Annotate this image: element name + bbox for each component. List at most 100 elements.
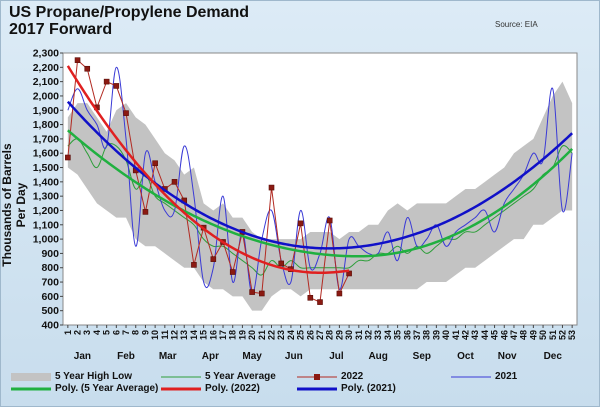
x-tick-label: 26 [305, 330, 315, 340]
y-tick-label: 1,200 [33, 205, 59, 217]
point-2022 [103, 78, 110, 85]
legend-item-y2021: 2021 [451, 371, 517, 382]
point-2022 [259, 290, 265, 297]
x-tick-label: 24 [286, 330, 296, 340]
x-tick-label: 42 [460, 330, 470, 340]
x-tick-label: 20 [247, 330, 257, 340]
point-2022 [268, 184, 275, 191]
x-tick-label: 10 [150, 330, 160, 340]
band-high-low [67, 81, 573, 311]
x-tick-label: 44 [480, 330, 490, 340]
y-tick-label: 500 [41, 305, 59, 317]
x-tick-label: 19 [237, 330, 247, 340]
x-tick-label: 28 [325, 330, 335, 340]
legend-item-avg: 5 Year Average [161, 371, 276, 382]
x-tick-label: 21 [257, 330, 267, 340]
x-tick-label: 23 [276, 330, 286, 340]
month-label: Mar [159, 351, 177, 362]
point-2022 [74, 57, 81, 63]
x-tick-label: 43 [470, 330, 480, 340]
chart-subtitle: 2017 Forward [9, 21, 113, 38]
point-2022 [65, 154, 71, 161]
x-tick-label: 45 [490, 330, 500, 340]
point-2022 [336, 290, 343, 297]
month-label: Nov [498, 351, 517, 362]
y-tick-label: 900 [41, 248, 59, 260]
month-label: Jul [329, 351, 344, 362]
y-tick-label: 2,200 [33, 62, 59, 74]
x-tick-label: 16 [208, 330, 218, 340]
month-label: Feb [117, 351, 135, 362]
point-2022 [229, 269, 236, 275]
legend-label: 5 Year High Low [55, 371, 133, 382]
x-tick-label: 25 [296, 330, 306, 340]
point-2022 [297, 220, 304, 227]
x-tick-label: 2 [73, 330, 83, 335]
x-tick-label: 14 [189, 330, 199, 340]
x-tick-label: 1 [63, 330, 73, 335]
y-tick-label: 1,300 [33, 191, 59, 203]
y-tick-label: 700 [41, 277, 59, 289]
y-tick-label: 600 [41, 291, 59, 303]
x-tick-label: 47 [509, 330, 519, 340]
month-label: Jan [74, 351, 91, 362]
series-2021 [67, 66, 573, 295]
x-tick-label: 52 [557, 330, 567, 340]
series-5-year-average [67, 138, 573, 276]
x-tick-label: 6 [111, 330, 121, 335]
x-tick-label: 36 [402, 330, 412, 340]
month-label: Dec [544, 351, 563, 362]
x-tick-label: 17 [218, 330, 228, 340]
chart-svg: 400 500 600 700 800 900 1,000 1,100 1,200 1,300 1,… [33, 48, 578, 362]
point-2022 [326, 217, 333, 224]
point-2022 [191, 262, 197, 268]
point-2022 [317, 299, 323, 305]
y-tick-label: 400 [41, 320, 59, 332]
x-tick-label: 13 [179, 330, 189, 340]
x-tick-label: 49 [528, 330, 538, 340]
trend-2022 [66, 65, 350, 274]
x-tick-label: 7 [121, 330, 131, 335]
point-2022 [123, 110, 129, 116]
legend-label: Poly. (2022) [205, 383, 260, 394]
y-tick-label: 1,000 [33, 234, 59, 246]
month-label: Sep [413, 351, 431, 362]
point-2022 [249, 289, 255, 295]
x-tick-label: 4 [92, 330, 102, 335]
y-tick-label: 1,600 [33, 148, 59, 160]
point-2022 [171, 179, 178, 185]
x-tick-label: 46 [499, 330, 509, 340]
legend-label: 2021 [495, 371, 518, 382]
legend: 5 Year High Low 5 Year Average 2022 2021 Pol… [1, 369, 600, 405]
y-tick-label: 2,000 [33, 90, 59, 102]
x-tick-label: 27 [315, 330, 325, 340]
x-tick-label: 22 [267, 330, 277, 340]
source-note: Source: EIA [495, 20, 538, 29]
x-tick-label: 39 [431, 330, 441, 340]
x-tick-label: 53 [567, 330, 577, 340]
x-tick-label: 9 [140, 330, 150, 335]
month-label: May [242, 351, 262, 362]
legend-label: Poly. (2021) [341, 383, 396, 394]
x-tick-label: 30 [344, 330, 354, 340]
x-tick-label: 38 [422, 330, 432, 340]
month-label: Jun [285, 351, 303, 362]
point-2022 [278, 260, 285, 267]
y-tick-label: 1,400 [33, 176, 59, 188]
x-tick-label: 32 [363, 330, 373, 340]
y-tick-label: 2,100 [33, 76, 59, 88]
x-tick-label: 12 [170, 330, 180, 340]
legend-label: 2022 [341, 371, 364, 382]
x-tick-label: 35 [393, 330, 403, 340]
x-tick-label: 41 [451, 330, 461, 340]
legend-item-y2022: 2022 [297, 371, 363, 382]
legend-item-poly-2022: Poly. (2022) [161, 383, 260, 394]
x-tick-label: 3 [82, 330, 92, 335]
month-label: Oct [457, 351, 474, 362]
y-tick-label: 1,100 [33, 219, 59, 231]
x-tick-label: 33 [373, 330, 383, 340]
legend-label: 5 Year Average [205, 371, 276, 382]
x-tick-label: 8 [131, 330, 141, 335]
y-tick-label: 800 [41, 262, 59, 274]
